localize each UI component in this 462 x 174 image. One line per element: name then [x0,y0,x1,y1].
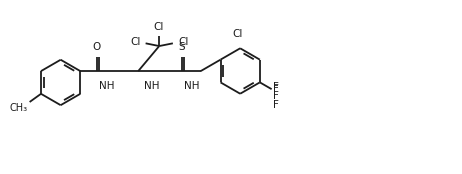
Text: F: F [273,82,279,92]
Text: NH: NH [99,81,114,91]
Text: O: O [92,42,100,52]
Text: CH₃: CH₃ [10,103,28,113]
Text: Cl: Cl [131,37,141,47]
Text: Cl: Cl [153,22,164,32]
Text: F: F [273,100,279,110]
Text: NH: NH [144,81,159,91]
Text: Cl: Cl [233,29,243,39]
Text: F: F [273,91,279,101]
Text: Cl: Cl [178,37,188,47]
Text: NH: NH [184,81,200,91]
Text: S: S [178,42,185,52]
Text: F: F [274,84,280,94]
